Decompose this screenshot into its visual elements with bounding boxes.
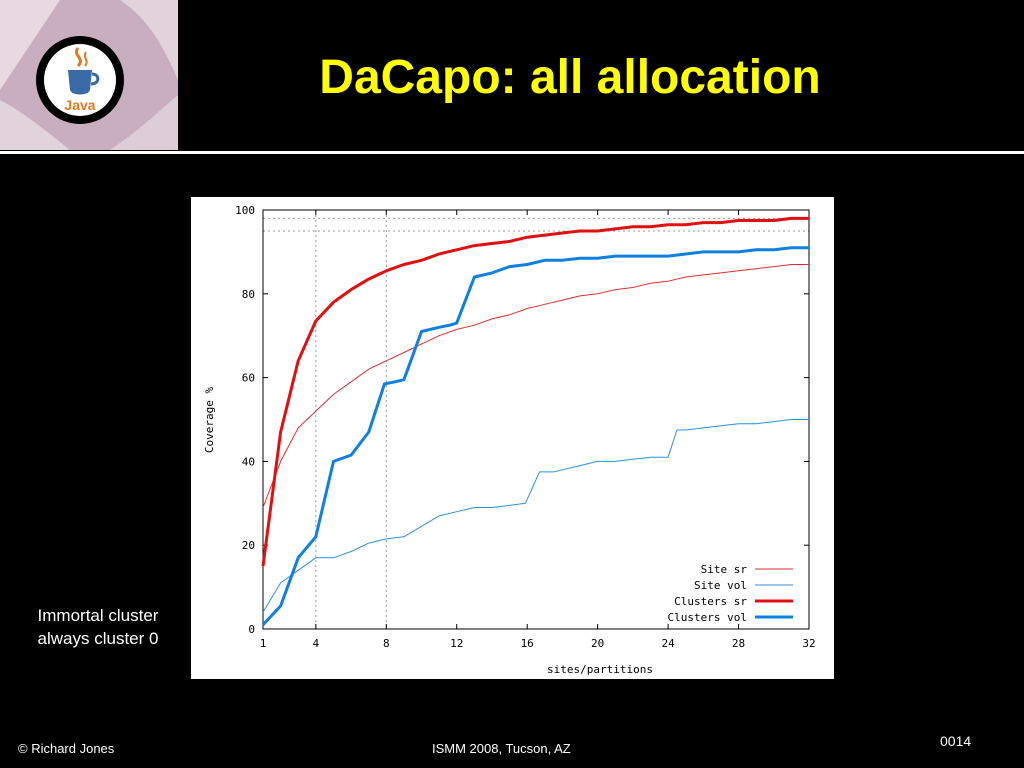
coverage-chart-svg: 1 4 8 12 16 20 24 28 32 0 20 40 60 80 100 sites/partit… [203, 204, 816, 676]
title-divider [0, 151, 1024, 154]
x-tick-label: 8 [383, 637, 390, 650]
x-axis-label: sites/partitions [547, 663, 653, 676]
y-tick-label: 100 [235, 204, 255, 217]
x-tick-label: 32 [802, 637, 815, 650]
annotation-note-line1: Immortal cluster [37, 606, 159, 625]
legend-label: Clusters vol [668, 611, 747, 624]
annotation-note-line2: always cluster 0 [37, 629, 159, 648]
x-tick-label: 4 [313, 637, 320, 650]
java-logo-icon: Java [0, 0, 180, 152]
series-line-site-sr [262, 264, 809, 508]
coverage-chart: 1 4 8 12 16 20 24 28 32 0 20 40 60 80 100 sites/partit… [191, 197, 834, 679]
y-tick-label: 40 [242, 455, 255, 468]
legend-label: Site vol [694, 579, 747, 592]
java-logo: Java [0, 0, 180, 152]
reference-lines [263, 210, 809, 629]
series-lines [261, 216, 809, 626]
x-tick-label: 24 [661, 637, 675, 650]
y-tick-label: 80 [242, 288, 255, 301]
x-tick-label: 20 [591, 637, 604, 650]
y-tick-label: 20 [242, 539, 255, 552]
y-tick-label: 0 [248, 623, 255, 636]
slide-title: DaCapo: all allocation [319, 51, 821, 104]
y-axis-label: Coverage % [203, 387, 216, 454]
x-tick-label: 28 [732, 637, 745, 650]
legend: Site sr Site vol Clusters sr Clusters vol [668, 563, 793, 624]
x-tick-label: 1 [260, 637, 267, 650]
series-line-clusters-vol [261, 246, 809, 626]
footer-conference: ISMM 2008, Tucson, AZ [432, 741, 571, 756]
legend-label: Site sr [701, 563, 748, 576]
java-logo-text: Java [64, 97, 95, 113]
axis-ticks: 1 4 8 12 16 20 24 28 32 0 20 40 60 80 100 [235, 204, 816, 650]
series-line-site-vol [262, 419, 809, 613]
footer-author: © Richard Jones [18, 741, 115, 756]
annotation-note: Immortal cluster always cluster 0 [18, 604, 178, 650]
y-tick-label: 60 [242, 372, 255, 385]
series-line-clusters-sr [261, 216, 809, 567]
legend-label: Clusters sr [674, 595, 747, 608]
x-tick-label: 16 [521, 637, 534, 650]
slide-number: 0014 [940, 733, 972, 749]
x-tick-label: 12 [450, 637, 463, 650]
